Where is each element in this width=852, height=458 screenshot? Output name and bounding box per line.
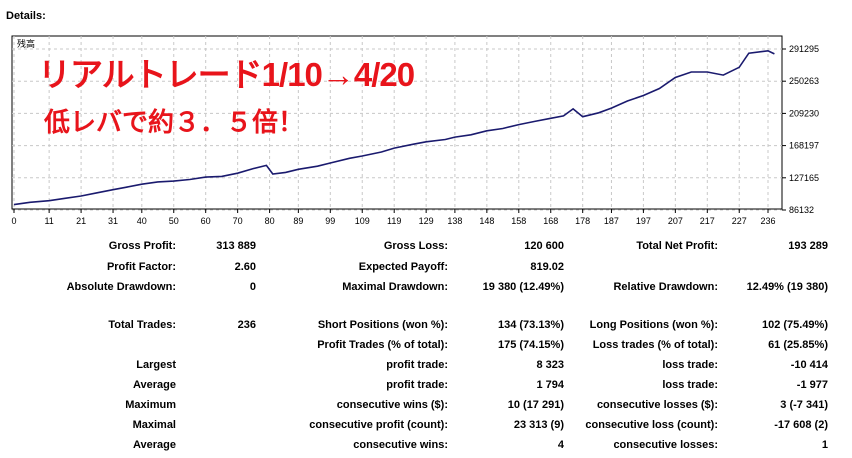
avg-cons-wins-label: consecutive wins: bbox=[353, 439, 448, 451]
maximal-cons-profit-label: consecutive profit (count): bbox=[309, 419, 448, 431]
overlay-title-line1: リアルトレード1/10→4/20 bbox=[38, 56, 415, 93]
largest-profit-value: 8 323 bbox=[536, 359, 564, 371]
long-positions-value: 102 (75.49%) bbox=[761, 319, 828, 331]
gross-profit-value: 313 889 bbox=[216, 240, 256, 252]
x-tick-label: 99 bbox=[325, 216, 335, 226]
x-axis-ticks: 0 11 21 31 40 50 60 70 80 89 99 109 119 129 138 148 158 1… bbox=[11, 209, 776, 226]
absolute-drawdown-label: Absolute Drawdown: bbox=[66, 281, 176, 293]
plot-area bbox=[11, 35, 783, 210]
short-positions-label: Short Positions (won %): bbox=[317, 319, 448, 331]
total-trades-value: 236 bbox=[237, 319, 256, 331]
maximal-cons-profit-value: 23 313 (9) bbox=[513, 419, 564, 431]
total-trades-label: Total Trades: bbox=[108, 319, 176, 331]
x-tick-label: 197 bbox=[636, 216, 651, 226]
x-tick-label: 40 bbox=[137, 216, 147, 226]
y-tick-label: 127165 bbox=[789, 173, 819, 183]
max-cons-wins-value: 10 (17 291) bbox=[507, 399, 564, 411]
y-tick-label: 168197 bbox=[789, 141, 819, 151]
total-net-profit-label: Total Net Profit: bbox=[636, 240, 718, 252]
x-tick-label: 119 bbox=[387, 216, 401, 226]
short-positions-value: 134 (73.13%) bbox=[497, 319, 564, 331]
profit-trades-label: Profit Trades (% of total): bbox=[317, 339, 448, 351]
x-tick-label: 11 bbox=[44, 216, 53, 226]
gross-profit-label: Gross Profit: bbox=[108, 240, 176, 252]
loss-trades-label: Loss trades (% of total): bbox=[592, 339, 718, 351]
avg-cons-losses-label: consecutive losses: bbox=[613, 439, 718, 451]
average-loss-value: -1 977 bbox=[796, 379, 828, 391]
expected-payoff-label: Expected Payoff: bbox=[358, 261, 448, 273]
y-axis-ticks: 291295 250263 209230 168197 127165 86132 bbox=[782, 44, 819, 215]
total-net-profit-value: 193 289 bbox=[788, 240, 828, 252]
x-tick-label: 60 bbox=[201, 216, 211, 226]
x-tick-label: 129 bbox=[419, 216, 434, 226]
x-tick-label: 178 bbox=[575, 216, 590, 226]
x-tick-label: 158 bbox=[511, 216, 526, 226]
expected-payoff-value: 819.02 bbox=[530, 261, 564, 273]
avg-cons-losses-value: 1 bbox=[821, 439, 828, 451]
loss-trades-value: 61 (25.85%) bbox=[768, 339, 828, 351]
largest-profit-label: profit trade: bbox=[386, 359, 448, 371]
overlay-title-line2: 低レバで約３．５倍！ bbox=[44, 107, 305, 137]
largest-loss-value: -10 414 bbox=[790, 359, 828, 371]
balance-chart: 残高 291295 250263 209230 168197 127165 86132 0… bbox=[0, 34, 852, 234]
largest-loss-label: loss trade: bbox=[662, 359, 718, 371]
x-tick-label: 148 bbox=[479, 216, 494, 226]
x-tick-label: 80 bbox=[265, 216, 275, 226]
x-tick-label: 168 bbox=[543, 216, 558, 226]
average-profit-value: 1 794 bbox=[536, 379, 564, 391]
chart-grid bbox=[12, 36, 782, 211]
details-title: Details: bbox=[6, 10, 46, 22]
average-consecutive-label: Average bbox=[132, 439, 176, 451]
y-tick-label: 86132 bbox=[789, 205, 814, 215]
balance-series-line bbox=[13, 49, 775, 206]
relative-drawdown-value: 12.49% (19 380) bbox=[746, 281, 828, 293]
x-tick-label: 89 bbox=[293, 216, 303, 226]
x-tick-label: 138 bbox=[447, 216, 462, 226]
max-cons-losses-value: 3 (-7 341) bbox=[780, 399, 828, 411]
x-tick-label: 227 bbox=[732, 216, 747, 226]
x-tick-label: 109 bbox=[355, 216, 370, 226]
y-tick-label: 209230 bbox=[789, 108, 819, 118]
average-profit-label: profit trade: bbox=[386, 379, 448, 391]
relative-drawdown-label: Relative Drawdown: bbox=[613, 281, 718, 293]
x-tick-label: 187 bbox=[604, 216, 619, 226]
y-tick-label: 250263 bbox=[789, 76, 819, 86]
maximal-drawdown-label: Maximal Drawdown: bbox=[342, 281, 448, 293]
maximal-cons-loss-label: consecutive loss (count): bbox=[585, 419, 718, 431]
x-tick-label: 31 bbox=[108, 216, 118, 226]
x-tick-label: 0 bbox=[11, 216, 16, 226]
average-label: Average bbox=[132, 379, 176, 391]
profit-factor-label: Profit Factor: bbox=[106, 261, 176, 273]
x-tick-label: 21 bbox=[76, 216, 86, 226]
avg-cons-wins-value: 4 bbox=[557, 439, 564, 451]
gross-loss-label: Gross Loss: bbox=[383, 240, 448, 252]
maximal-cons-loss-value: -17 608 (2) bbox=[774, 419, 828, 431]
profit-factor-value: 2.60 bbox=[234, 261, 256, 273]
average-loss-label: loss trade: bbox=[662, 379, 718, 391]
x-tick-label: 217 bbox=[700, 216, 715, 226]
y-tick-label: 291295 bbox=[789, 44, 819, 54]
max-cons-losses-label: consecutive losses ($): bbox=[596, 399, 718, 411]
maximal-label: Maximal bbox=[132, 419, 176, 431]
long-positions-label: Long Positions (won %): bbox=[589, 319, 718, 331]
gross-loss-value: 120 600 bbox=[524, 240, 564, 252]
x-tick-label: 236 bbox=[760, 216, 775, 226]
chart-corner-label: 残高 bbox=[17, 38, 35, 50]
x-tick-label: 70 bbox=[233, 216, 243, 226]
maximum-label: Maximum bbox=[125, 399, 176, 411]
absolute-drawdown-value: 0 bbox=[249, 281, 256, 293]
maximal-drawdown-value: 19 380 (12.49%) bbox=[482, 281, 564, 293]
x-tick-label: 50 bbox=[169, 216, 179, 226]
x-tick-label: 207 bbox=[668, 216, 683, 226]
largest-label: Largest bbox=[136, 359, 176, 371]
profit-trades-value: 175 (74.15%) bbox=[497, 339, 564, 351]
max-cons-wins-label: consecutive wins ($): bbox=[336, 399, 448, 411]
